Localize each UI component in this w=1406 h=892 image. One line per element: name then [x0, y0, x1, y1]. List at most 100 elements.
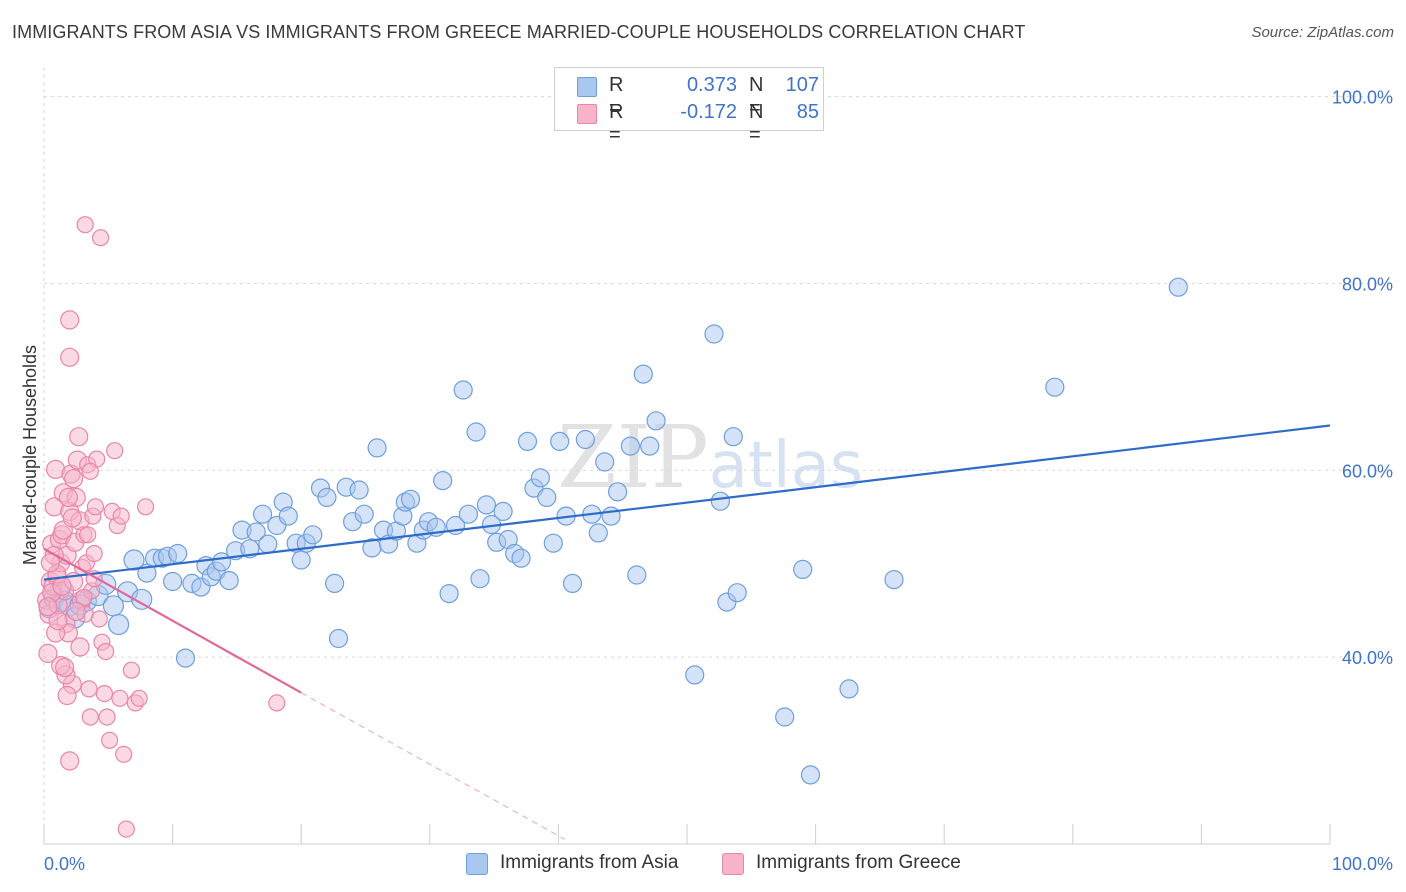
- asia-point: [685, 665, 705, 685]
- asia-point: [168, 543, 188, 564]
- asia-point: [633, 364, 653, 384]
- asia-point: [163, 571, 183, 592]
- asia-point: [175, 648, 196, 668]
- asia-point: [291, 550, 311, 570]
- asia-point: [240, 539, 260, 559]
- asia-point: [627, 565, 647, 585]
- asia-swatch: [577, 77, 597, 97]
- greece-series: [36, 216, 286, 838]
- asia-point: [278, 506, 298, 526]
- greece-point: [97, 642, 115, 661]
- asia-point: [646, 411, 666, 431]
- greece-point: [122, 661, 140, 679]
- trendlines: [43, 424, 1331, 840]
- greece-point: [81, 708, 99, 726]
- asia-point: [1045, 377, 1065, 397]
- y-tick-label: 60.0%: [1342, 461, 1393, 481]
- greece-point: [111, 689, 129, 707]
- greece-point: [91, 229, 110, 247]
- watermark: ZIPatlas: [557, 408, 863, 508]
- legend-n-label: N =: [749, 101, 764, 146]
- asia-point: [537, 487, 557, 507]
- asia-point: [317, 487, 337, 507]
- greece-legend-label: Immigrants from Greece: [756, 852, 961, 873]
- legend: R = 0.373 N = 107 R = -0.172 N = 85: [554, 67, 824, 146]
- x-tick-label: 0.0%: [44, 854, 85, 874]
- greece-point: [54, 657, 75, 678]
- asia-point: [727, 583, 747, 603]
- source-credit: Source: ZipAtlas.com: [1251, 24, 1394, 41]
- greece-point: [85, 544, 103, 563]
- greece-point: [48, 611, 68, 631]
- greece-point: [60, 310, 80, 330]
- greece-point: [112, 507, 130, 525]
- asia-point: [349, 480, 369, 500]
- asia-point: [219, 570, 239, 591]
- greece-point: [117, 820, 135, 838]
- greece-point: [69, 427, 89, 447]
- y-tick-label: 40.0%: [1342, 648, 1393, 668]
- greece-point: [95, 684, 114, 703]
- y-tick-label: 80.0%: [1342, 275, 1393, 295]
- asia-point: [775, 707, 795, 727]
- asia-point: [704, 324, 724, 344]
- asia-point: [325, 573, 345, 594]
- greece-point: [57, 685, 77, 706]
- chart-title: IMMIGRANTS FROM ASIA VS IMMIGRANTS FROM …: [12, 22, 1026, 42]
- asia-point: [595, 452, 615, 472]
- asia-point: [439, 583, 459, 604]
- asia-point: [793, 559, 813, 580]
- asia-point: [511, 548, 531, 568]
- asia-point: [620, 436, 641, 456]
- greece-point: [268, 694, 286, 712]
- asia-series: [38, 277, 1188, 785]
- greece-swatch: [577, 104, 597, 124]
- asia-point: [328, 628, 349, 649]
- greece-point: [79, 526, 97, 544]
- greece-point: [38, 643, 58, 664]
- asia-point: [575, 429, 596, 450]
- greece-point: [52, 576, 72, 596]
- asia-point: [470, 569, 490, 589]
- asia-legend-label: Immigrants from Asia: [500, 852, 679, 873]
- greece-point: [98, 708, 116, 726]
- greece-point: [38, 597, 58, 617]
- asia-point: [839, 679, 859, 699]
- asia-point: [354, 504, 374, 524]
- y-tick-label: 100.0%: [1332, 88, 1393, 108]
- legend-r-value: 0.373: [686, 74, 737, 96]
- asia-point: [543, 533, 563, 553]
- legend-n-label: N =: [749, 74, 764, 119]
- greece-point: [60, 347, 80, 367]
- asia-trendline: [43, 424, 1331, 581]
- asia-point: [246, 522, 266, 542]
- greece-point: [40, 553, 61, 573]
- asia-point: [400, 489, 421, 509]
- asia-point: [640, 436, 660, 456]
- asia-legend-swatch: [466, 853, 488, 875]
- greece-point: [75, 588, 93, 607]
- asia-point: [476, 495, 496, 515]
- asia-point: [367, 438, 387, 458]
- greece-trendline-extension: [300, 692, 566, 840]
- legend-r-label: R =: [609, 101, 624, 146]
- greece-point: [137, 498, 155, 516]
- greece-point: [100, 731, 119, 749]
- asia-point: [1168, 277, 1188, 297]
- x-tick-label: 100.0%: [1332, 854, 1393, 874]
- asia-point: [253, 504, 273, 524]
- greece-legend-swatch: [722, 853, 744, 875]
- asia-point: [453, 380, 473, 400]
- legend-r-label: R =: [609, 74, 624, 119]
- axes: [43, 68, 1331, 845]
- greece-point: [115, 745, 133, 763]
- asia-point: [303, 525, 323, 545]
- asia-point: [466, 422, 486, 442]
- asia-point: [458, 504, 478, 524]
- greece-point: [80, 680, 98, 698]
- asia-point: [433, 471, 453, 491]
- asia-point: [123, 549, 145, 571]
- asia-point: [607, 482, 628, 502]
- asia-point: [588, 523, 608, 543]
- greece-point: [86, 498, 105, 516]
